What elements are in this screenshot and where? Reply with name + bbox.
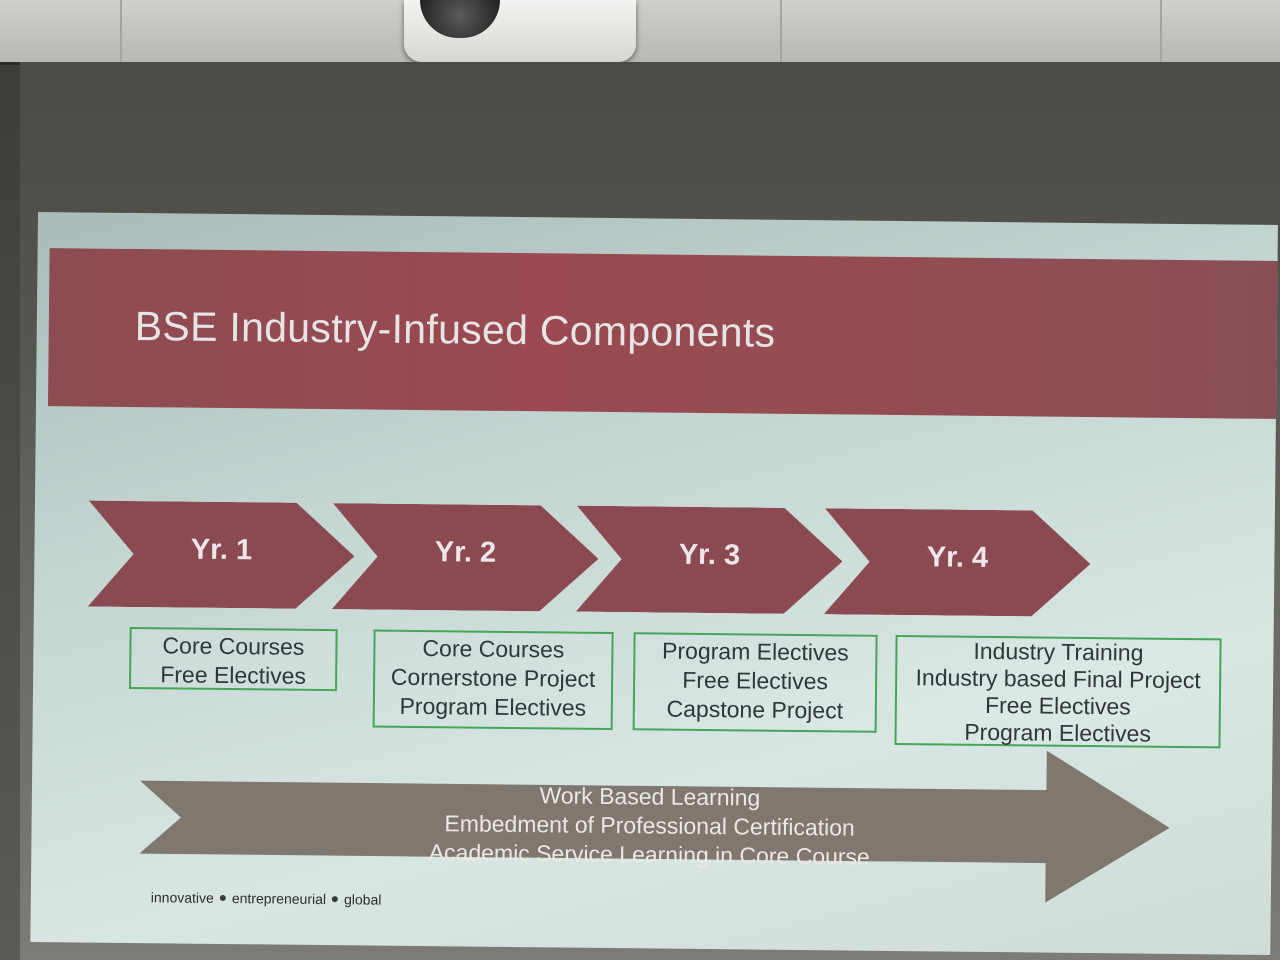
year-3-label: Yr. 3 [678, 538, 741, 572]
year-4-label: Yr. 4 [926, 541, 989, 574]
year-3-item: Capstone Project [666, 695, 844, 724]
footer-word: innovative [150, 889, 214, 906]
year-1-item: Core Courses [162, 632, 305, 660]
year-3-item: Free Electives [682, 666, 829, 695]
footer-word: entrepreneurial [231, 890, 327, 908]
year-1-courses-box: Core Courses Free Electives [129, 626, 338, 692]
footer-word: global [343, 891, 382, 908]
year-3-chevron: Yr. 3 [576, 506, 843, 615]
title-band: BSE Industry-Infused Components [47, 248, 1278, 419]
year-4-item: Free Electives [984, 691, 1131, 720]
ceiling-tile-seam [120, 0, 122, 62]
arrow-item: Academic Service Learning in Core Course [428, 839, 870, 870]
year-2-label: Yr. 2 [434, 536, 497, 569]
year-1-chevron: Yr. 1 [88, 501, 355, 610]
year-1-item: Free Electives [160, 661, 307, 689]
ceiling [0, 0, 1280, 65]
year-2-item: Cornerstone Project [390, 663, 596, 692]
year-3-item: Program Electives [661, 637, 849, 666]
year-1-label: Yr. 1 [190, 533, 253, 567]
year-4-chevron: Yr. 4 [824, 508, 1091, 617]
bullet-dot-icon [219, 894, 226, 902]
year-3-courses-box: Program Electives Free Electives Capston… [632, 632, 878, 733]
bullet-dot-icon [332, 896, 339, 903]
year-2-item: Core Courses [422, 635, 565, 663]
slide-footer: innovative entrepreneurial global [151, 889, 382, 907]
year-2-chevron: Yr. 2 [332, 503, 599, 612]
learning-arrow-text: Work Based Learning Embedment of Profess… [339, 779, 960, 872]
slide-title: BSE Industry-Infused Components [134, 303, 776, 356]
slide: BSE Industry-Infused Components Yr. 1 Yr… [30, 212, 1278, 955]
year-4-courses-box: Industry Training Industry based Final P… [894, 635, 1222, 749]
year-2-item: Program Electives [399, 692, 587, 721]
year-4-item: Industry based Final Project [915, 664, 1201, 694]
year-4-item: Program Electives [964, 718, 1152, 747]
ceiling-tile-seam [780, 0, 782, 62]
year-4-item: Industry Training [973, 637, 1144, 666]
ceiling-tile-seam [1160, 0, 1162, 62]
year-2-courses-box: Core Courses Cornerstone Project Program… [372, 629, 614, 731]
